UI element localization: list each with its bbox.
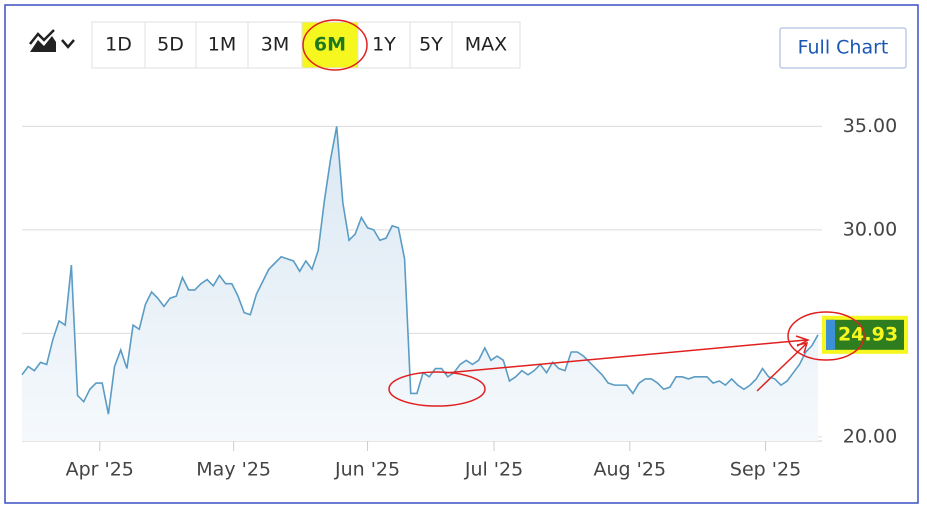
y-tick-label: 30.00 <box>843 218 897 240</box>
full-chart-label: Full Chart <box>798 37 889 59</box>
x-tick-label: Jul '25 <box>464 459 523 481</box>
x-tick-label: Sep '25 <box>730 459 801 481</box>
range-label: MAX <box>465 34 507 56</box>
range-label: 5D <box>157 34 184 56</box>
highlight-ellipse <box>388 371 486 407</box>
arrow <box>444 339 807 374</box>
range-button[interactable] <box>357 21 411 69</box>
range-label: 1D <box>105 34 132 56</box>
range-label: 5Y <box>419 34 443 56</box>
price-line <box>21 126 819 415</box>
range-label: 3M <box>261 34 289 56</box>
range-label: 1Y <box>372 34 396 56</box>
x-tick-label: May '25 <box>196 459 271 481</box>
last-price-badge <box>826 319 904 350</box>
range-button[interactable] <box>409 21 453 69</box>
range-button[interactable] <box>301 21 359 69</box>
annotations <box>302 19 865 407</box>
toolbar: Full Chart 1D 5D 1M 3M 6M 1Y 5Y MAX <box>29 21 907 69</box>
range-label: 6M <box>314 34 346 56</box>
plot: 20.00 30.00 35.00 Apr '25 May '25 Jun '25 Jul … <box>21 115 908 481</box>
arrow <box>756 343 807 392</box>
highlight-ellipse <box>787 311 865 361</box>
x-tick-label: Jun '25 <box>334 459 400 481</box>
y-tick-label: 20.00 <box>843 425 897 447</box>
chart-type-icon[interactable] <box>29 29 75 52</box>
range-button[interactable] <box>195 21 249 69</box>
x-tick-label: Aug '25 <box>594 459 667 481</box>
range-button[interactable] <box>451 21 521 69</box>
x-tick-label: Apr '25 <box>66 459 134 481</box>
area <box>22 126 818 441</box>
range-button[interactable] <box>91 21 146 69</box>
last-price-label: 24.93 <box>838 323 898 345</box>
highlight-ellipse <box>302 19 368 71</box>
range-label: 1M <box>208 34 236 56</box>
y-tick-label: 35.00 <box>843 115 897 137</box>
arrowhead <box>796 342 809 354</box>
last-price-pointer <box>826 319 835 350</box>
full-chart-button[interactable] <box>779 27 907 69</box>
